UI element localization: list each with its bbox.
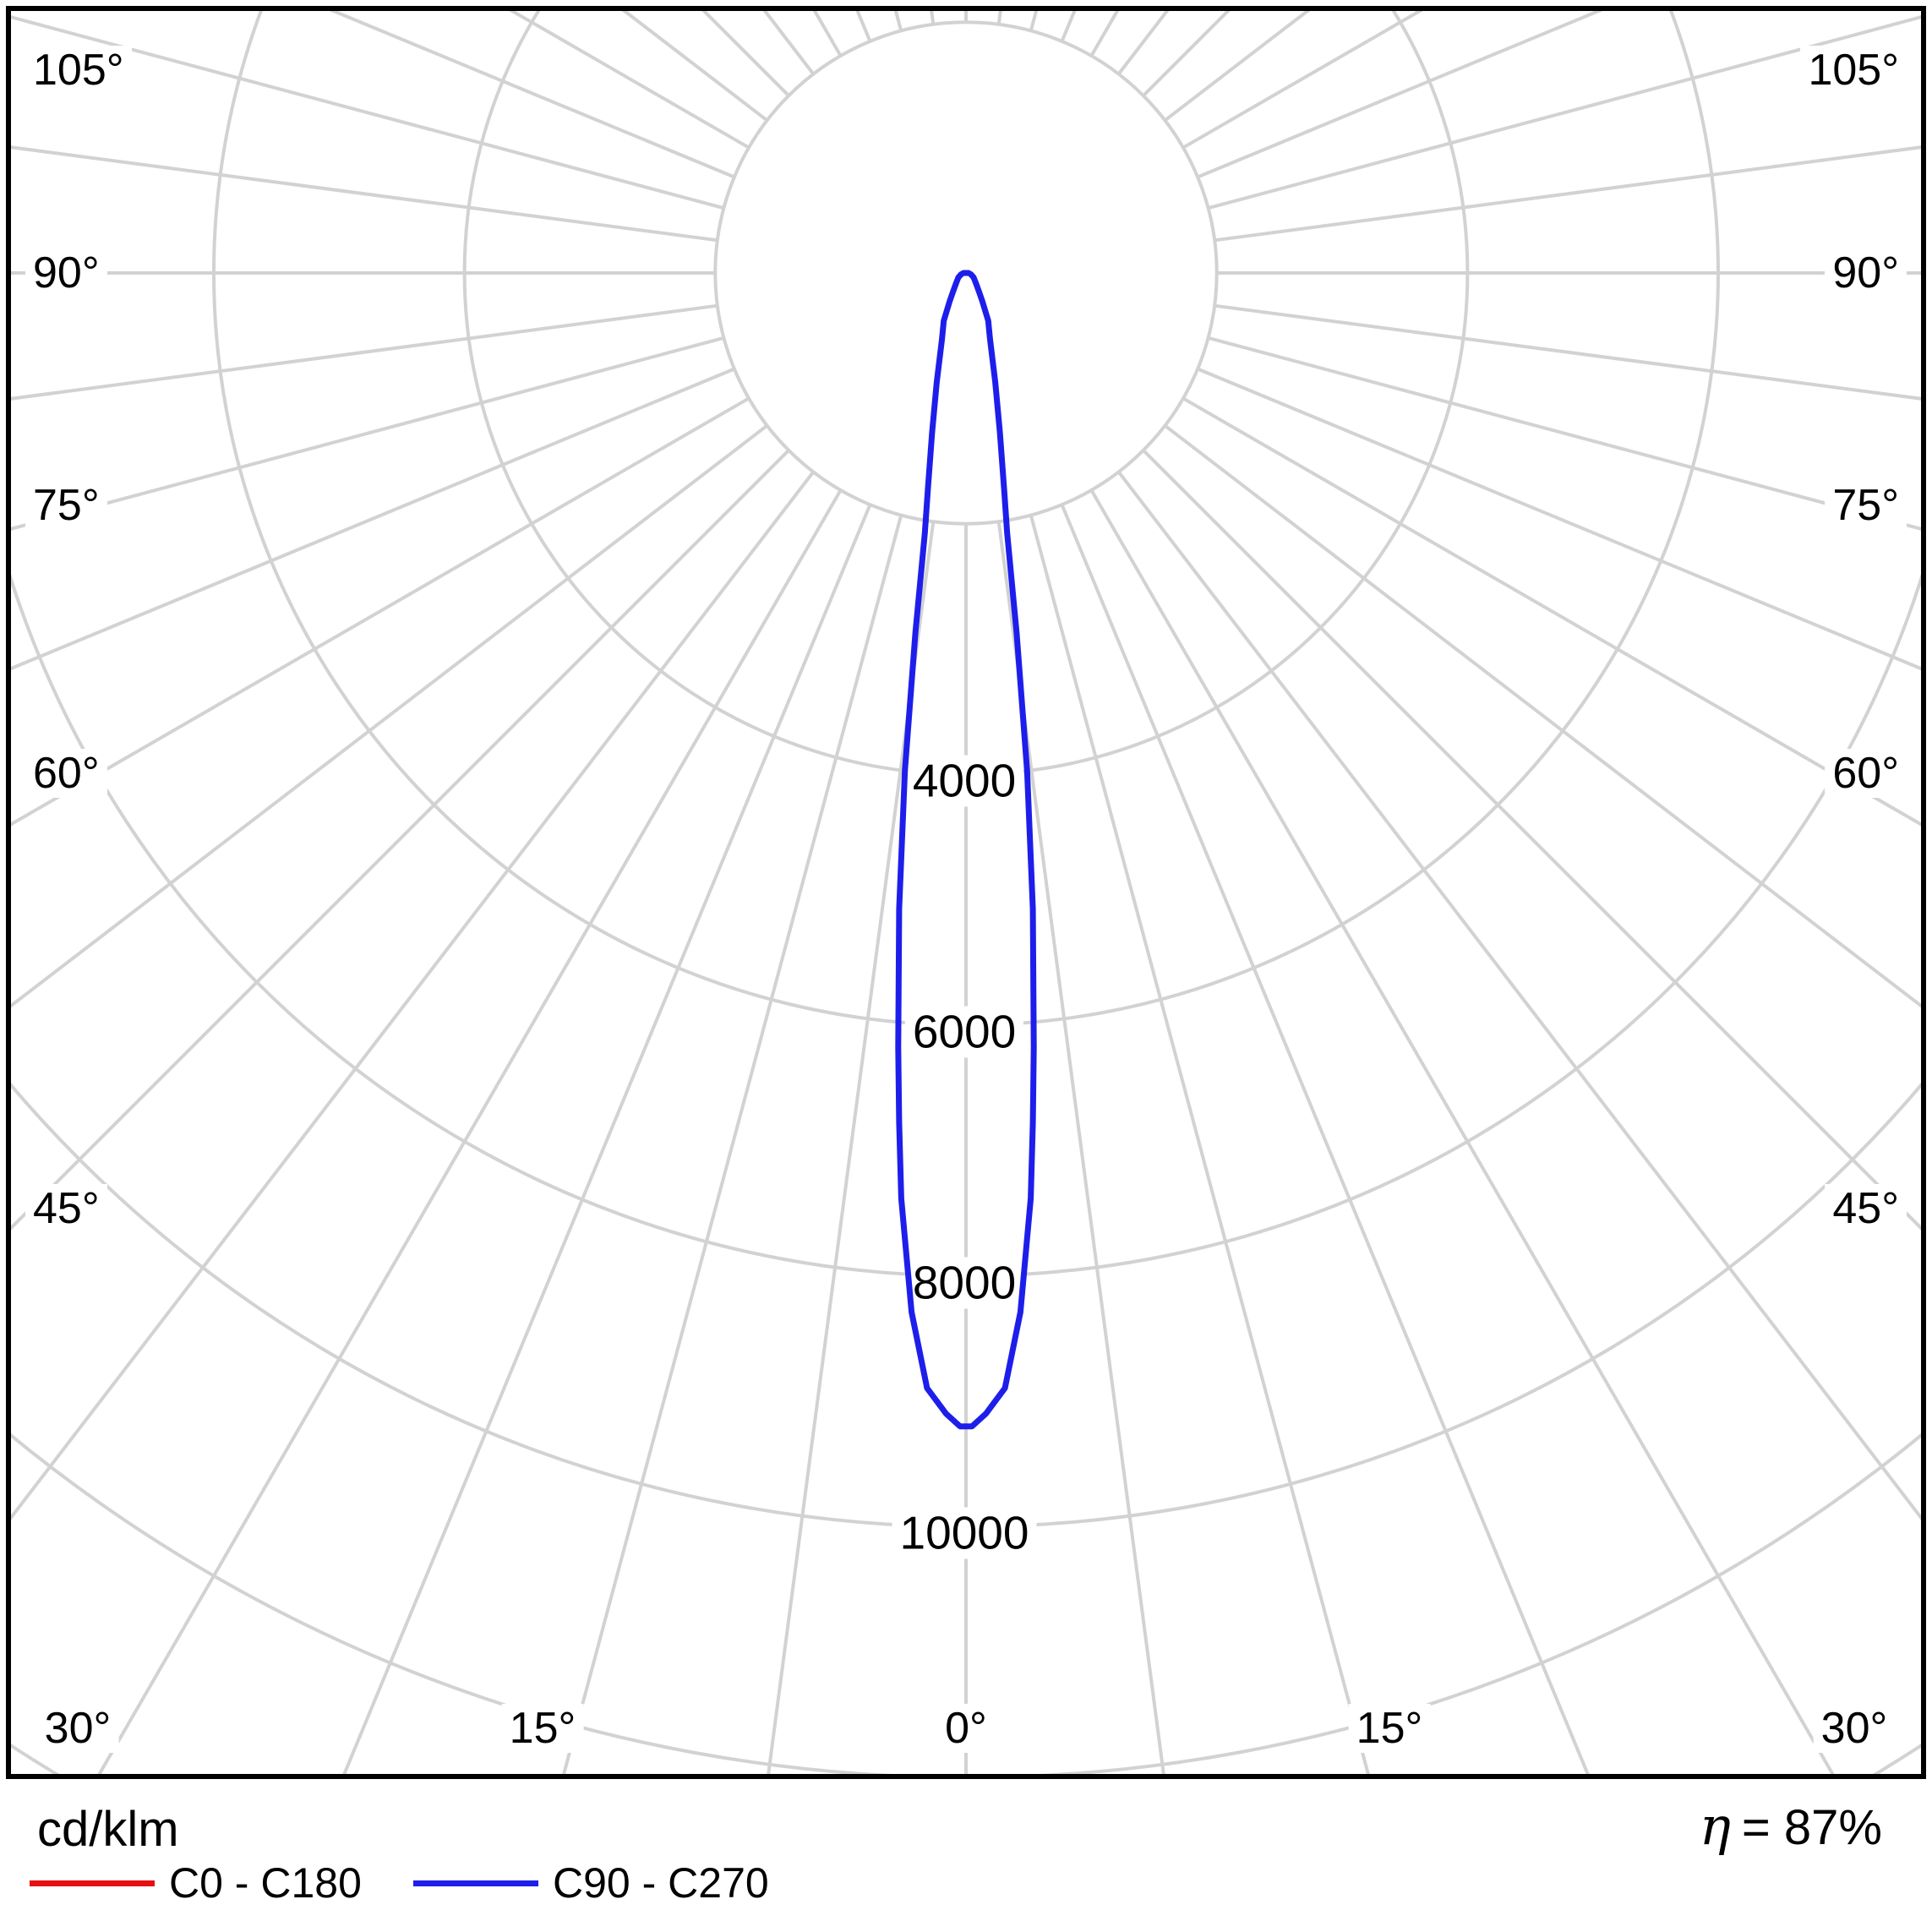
legend-item-c0-c180: C0 - C180 [30,1861,362,1905]
legend-item-c90-c270: C90 - C270 [413,1861,769,1905]
legend-line-c0-c180 [30,1880,155,1886]
angle-label-right: 60° [1825,749,1907,798]
angle-label-bottom: 15° [501,1704,584,1753]
efficiency-label: η = 87% [1700,1800,1882,1853]
angle-label-bottom: 15° [1348,1704,1431,1753]
angle-label-right: 75° [1825,481,1907,530]
radial-value-label: 6000 [904,1006,1024,1058]
legend-line-c90-c270 [413,1880,538,1886]
angle-label-left: 105° [25,46,132,95]
radial-value-label: 10000 [892,1507,1037,1559]
eta-symbol: η [1699,1795,1731,1857]
efficiency-value: = 87% [1741,1800,1882,1855]
angle-label-bottom: 30° [1813,1704,1896,1753]
angle-label-left: 45° [25,1184,107,1233]
angle-label-right: 90° [1825,248,1907,297]
radial-value-label: 4000 [904,755,1024,807]
angle-label-right: 45° [1825,1184,1907,1233]
angle-label-left: 90° [25,248,107,297]
angle-label-bottom: 30° [36,1704,119,1753]
legend-label-c0-c180: C0 - C180 [169,1859,362,1907]
angle-label-left: 75° [25,481,107,530]
angle-label-bottom: 0° [937,1704,995,1753]
angle-label-right: 105° [1800,46,1907,95]
unit-label: cd/klm [37,1802,179,1857]
radial-value-label: 8000 [904,1257,1024,1309]
legend-label-c90-c270: C90 - C270 [553,1859,769,1907]
angle-label-left: 60° [25,749,107,798]
